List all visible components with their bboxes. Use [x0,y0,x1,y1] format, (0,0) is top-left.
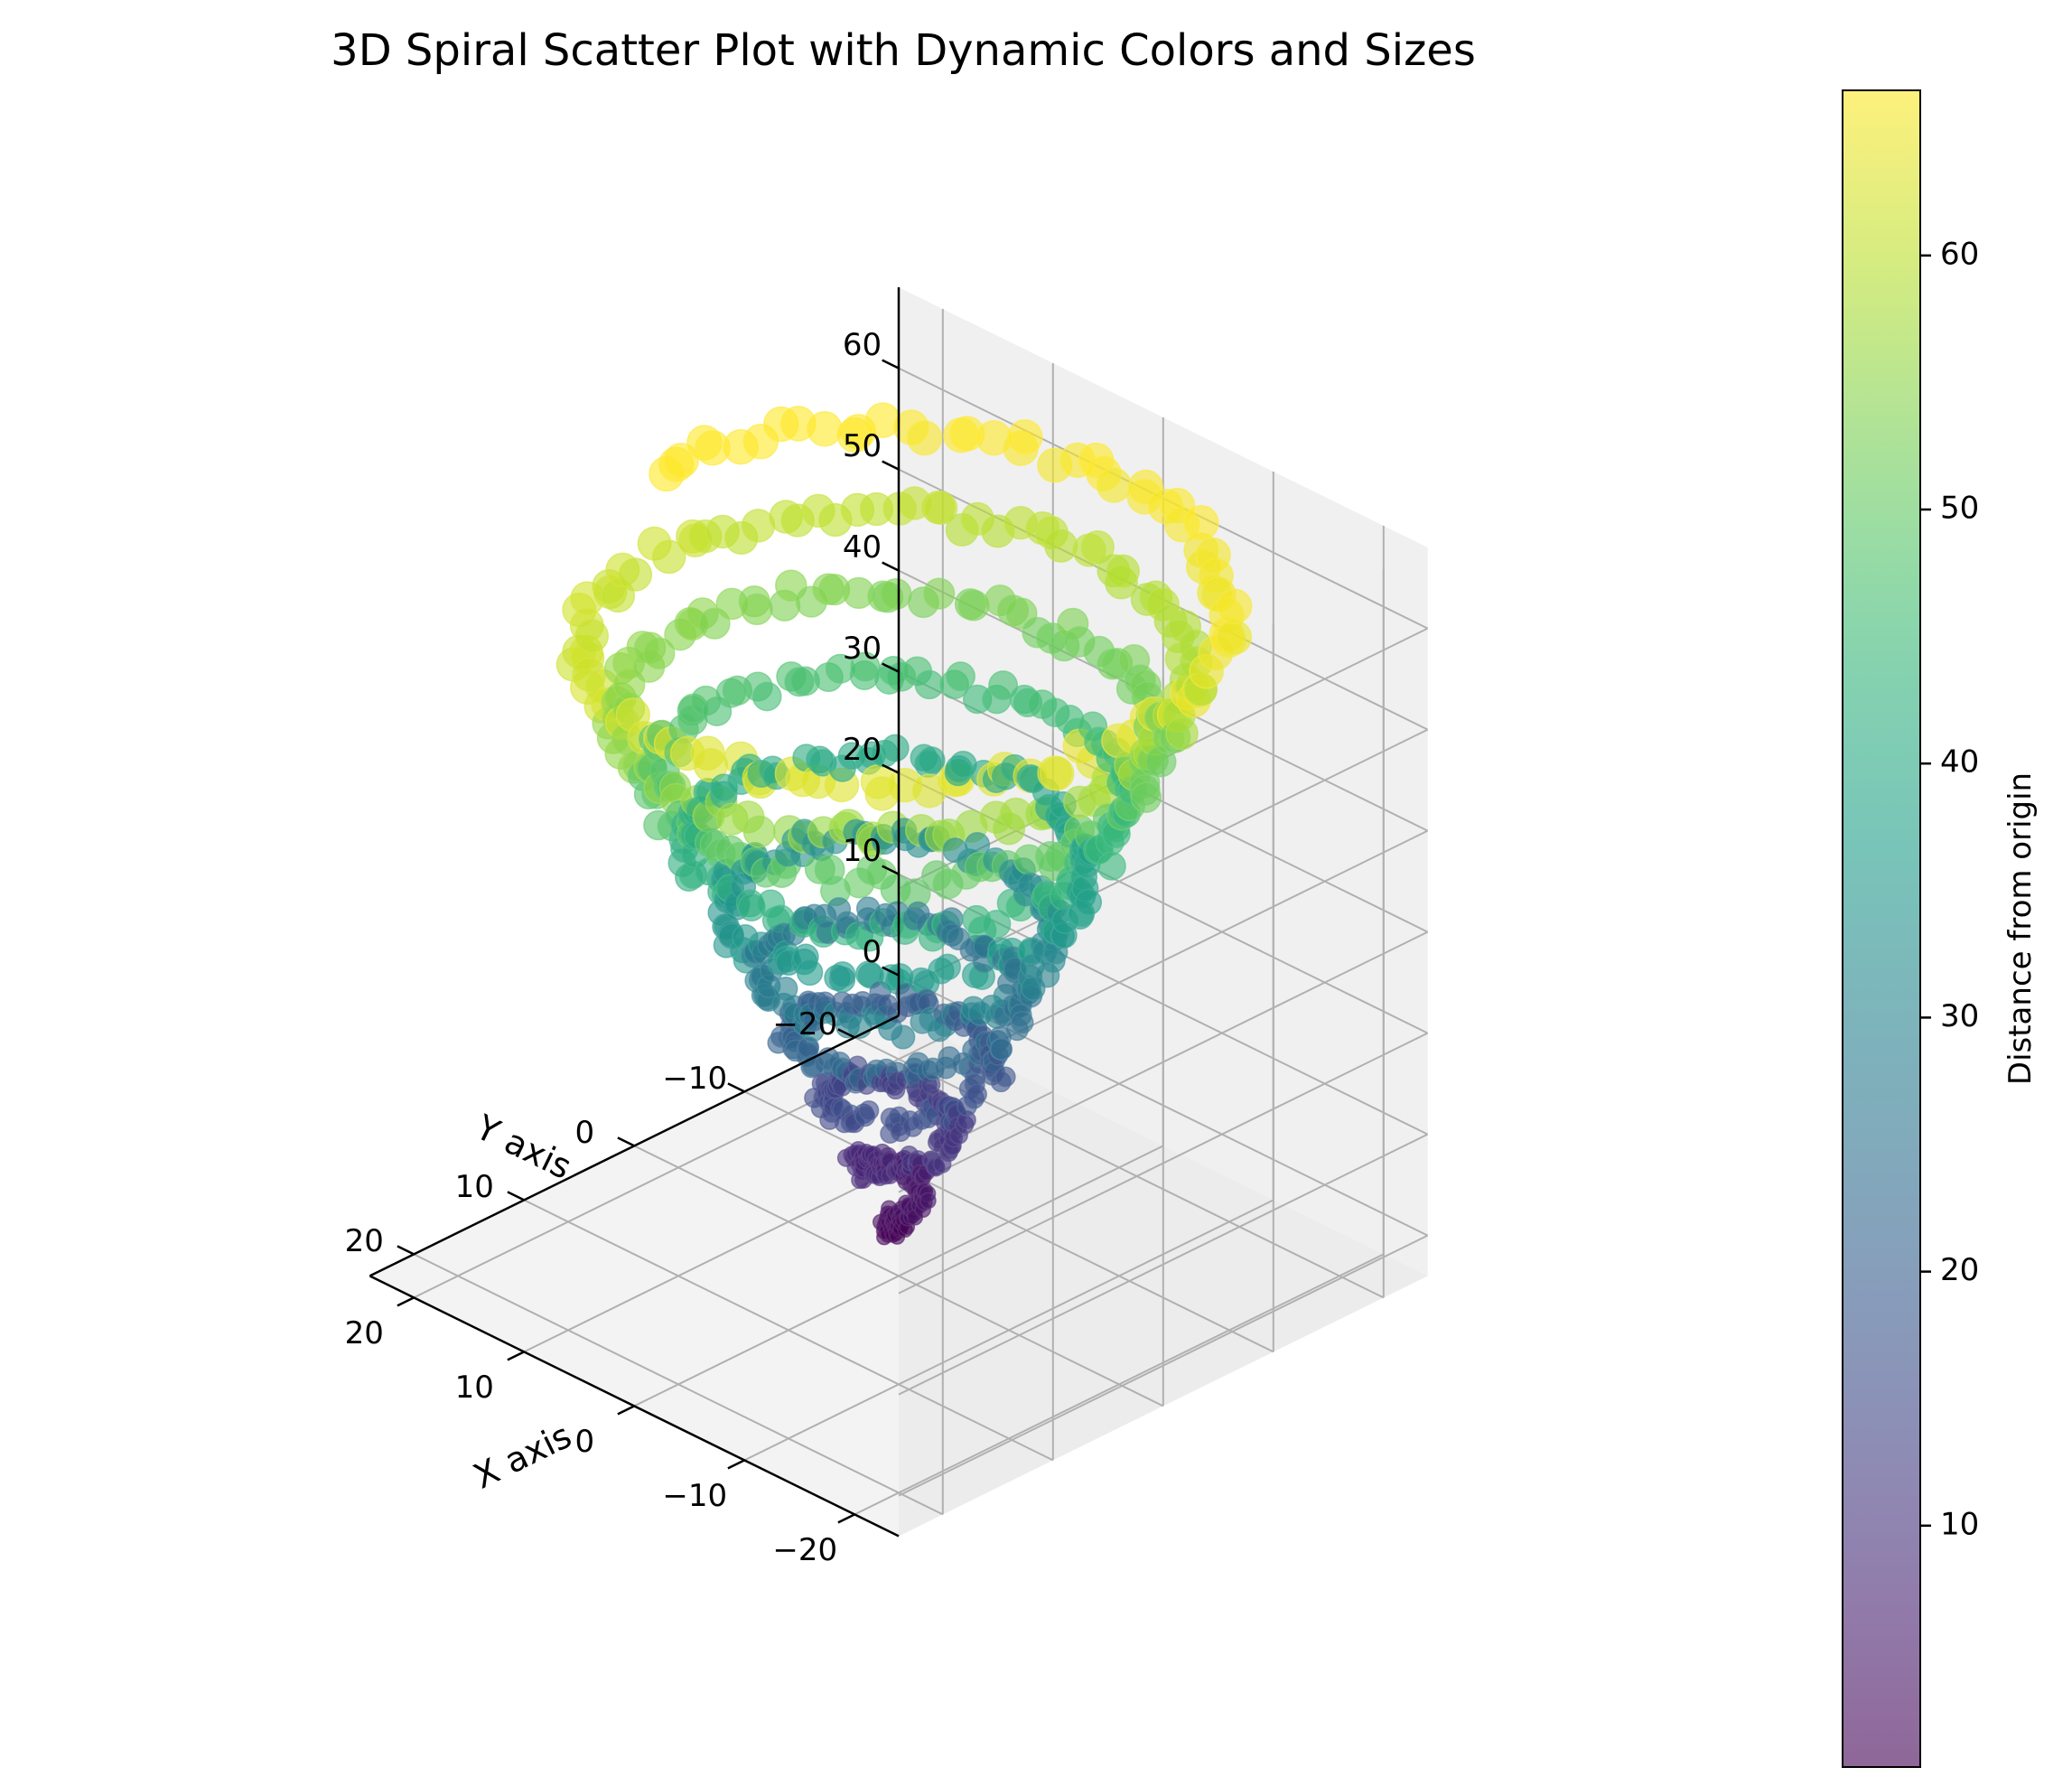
scatter-point [1106,554,1140,588]
scatter-point [1217,620,1253,655]
scatter-point [1130,781,1162,813]
scatter-point [1080,529,1115,565]
x-tick [837,1513,855,1524]
scatter-point [751,681,782,712]
x-tick [507,1351,525,1361]
scatter-point [923,577,956,610]
x-tick [397,1296,415,1307]
scatter-point [829,961,856,988]
y-tick-label: 20 [345,1223,384,1259]
scatter-point [1011,1011,1034,1034]
x-tick [727,1459,745,1470]
z-tick-label: 20 [843,732,882,768]
x-tick-label: 20 [345,1315,384,1351]
y-tick-label: −20 [772,1006,837,1043]
scatter-point [1075,888,1103,916]
scatter-point [741,593,773,626]
axis-ticks: −20 −10 0 10 20 −20 −10 0 10 20 0 10 20 30 40 50 60 [345,327,900,1568]
z-tick-label: 30 [843,631,882,667]
colorbar-tick-label: 10 [1940,1506,1979,1542]
scatter-point [880,577,912,611]
x-tick-label: 10 [455,1370,494,1406]
scatter-point [966,1083,987,1105]
x-tick-label: −10 [662,1478,727,1514]
scatter-point [946,661,975,692]
colorbar-tick-label: 20 [1940,1252,1979,1288]
scatter-point [651,539,686,575]
scatter-point [1039,755,1075,791]
z-tick [882,865,900,875]
z-tick-label: 50 [843,428,882,464]
scatter-point [881,734,910,762]
scatter-point [934,953,961,981]
scatter-point [906,420,943,456]
z-tick-label: 40 [843,529,882,566]
y-tick [727,1082,745,1093]
scatter-point [982,909,1012,939]
scatter-point [1096,467,1132,503]
colorbar-label: Distance from origin [2002,772,2039,1085]
scatter-point [807,411,843,447]
scatter-point [1007,419,1043,455]
z-tick [882,763,900,774]
colorbar-tick-label: 60 [1940,236,1979,272]
scatter-point [988,670,1019,701]
y-tick-label: 0 [574,1115,594,1151]
y-tick-label: −10 [662,1061,727,1097]
z-tick-label: 60 [843,327,882,363]
x-axis-label: X axis [467,1416,577,1497]
scatter-point [914,669,945,700]
scatter-point [994,1066,1016,1088]
colorbar-tick-label: 40 [1940,744,1979,781]
scatter-point [796,958,824,987]
x-tick [617,1405,635,1416]
z-tick [882,662,900,673]
scatter-point [642,637,676,669]
y-tick [617,1136,635,1147]
scatter-point [918,746,946,774]
z-tick [882,966,900,977]
scatter-point [618,557,653,592]
colorbar-tick-label: 50 [1940,491,1979,527]
colorbar [1842,89,1921,1768]
y-tick [507,1191,525,1202]
scatter-point [989,1037,1013,1061]
scatter-point [858,1099,880,1121]
z-tick [882,460,900,471]
z-tick [882,359,900,369]
colorbar-tick-label: 30 [1940,998,1979,1034]
y-tick [837,1028,855,1039]
scatter-point [574,619,610,653]
x-tick-label: 0 [574,1424,594,1460]
scatter-point [891,1024,916,1050]
scatter-point [742,815,776,848]
scatter-point [957,589,990,622]
x-tick-label: −20 [772,1532,837,1568]
z-tick [882,561,900,572]
y-tick-label: 10 [455,1169,494,1205]
colorbar-ticks: 10 20 30 40 50 60 [1920,236,1979,1542]
scatter-point [923,491,958,526]
scatter-point [1044,528,1078,563]
scatter-point [1183,504,1219,541]
y-tick [397,1245,415,1256]
scatter-point [919,1192,937,1210]
scatter-point [1165,716,1199,751]
chart-title: 3D Spiral Scatter Plot with Dynamic Colo… [331,25,1476,76]
z-tick-label: 0 [863,934,882,970]
scatter-point [1217,588,1253,624]
scatter-point [1097,851,1126,881]
z-tick-label: 10 [843,833,882,869]
